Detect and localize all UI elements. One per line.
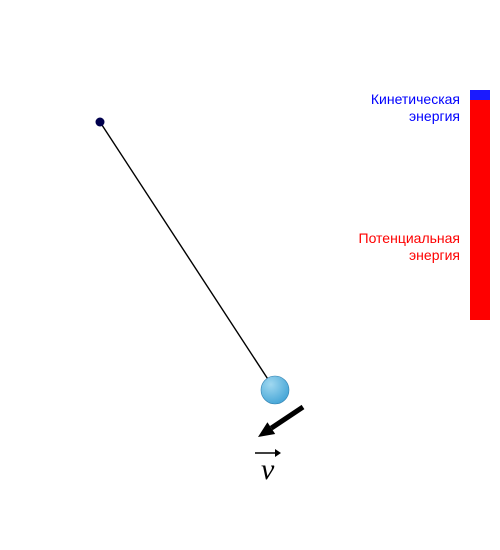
pendulum-string (100, 122, 275, 390)
kinetic-energy-label: Кинетическая энергия (340, 91, 460, 125)
potential-energy-label: Потенциальная энергия (340, 230, 460, 264)
pendulum-bob (261, 376, 289, 404)
potential-energy-bar (470, 100, 490, 320)
pendulum-pivot (96, 118, 105, 127)
pendulum-diagram (0, 0, 500, 550)
velocity-symbol: v (251, 445, 285, 490)
kinetic-energy-bar (470, 90, 490, 100)
svg-text:v: v (261, 453, 275, 485)
velocity-arrow (258, 407, 303, 437)
